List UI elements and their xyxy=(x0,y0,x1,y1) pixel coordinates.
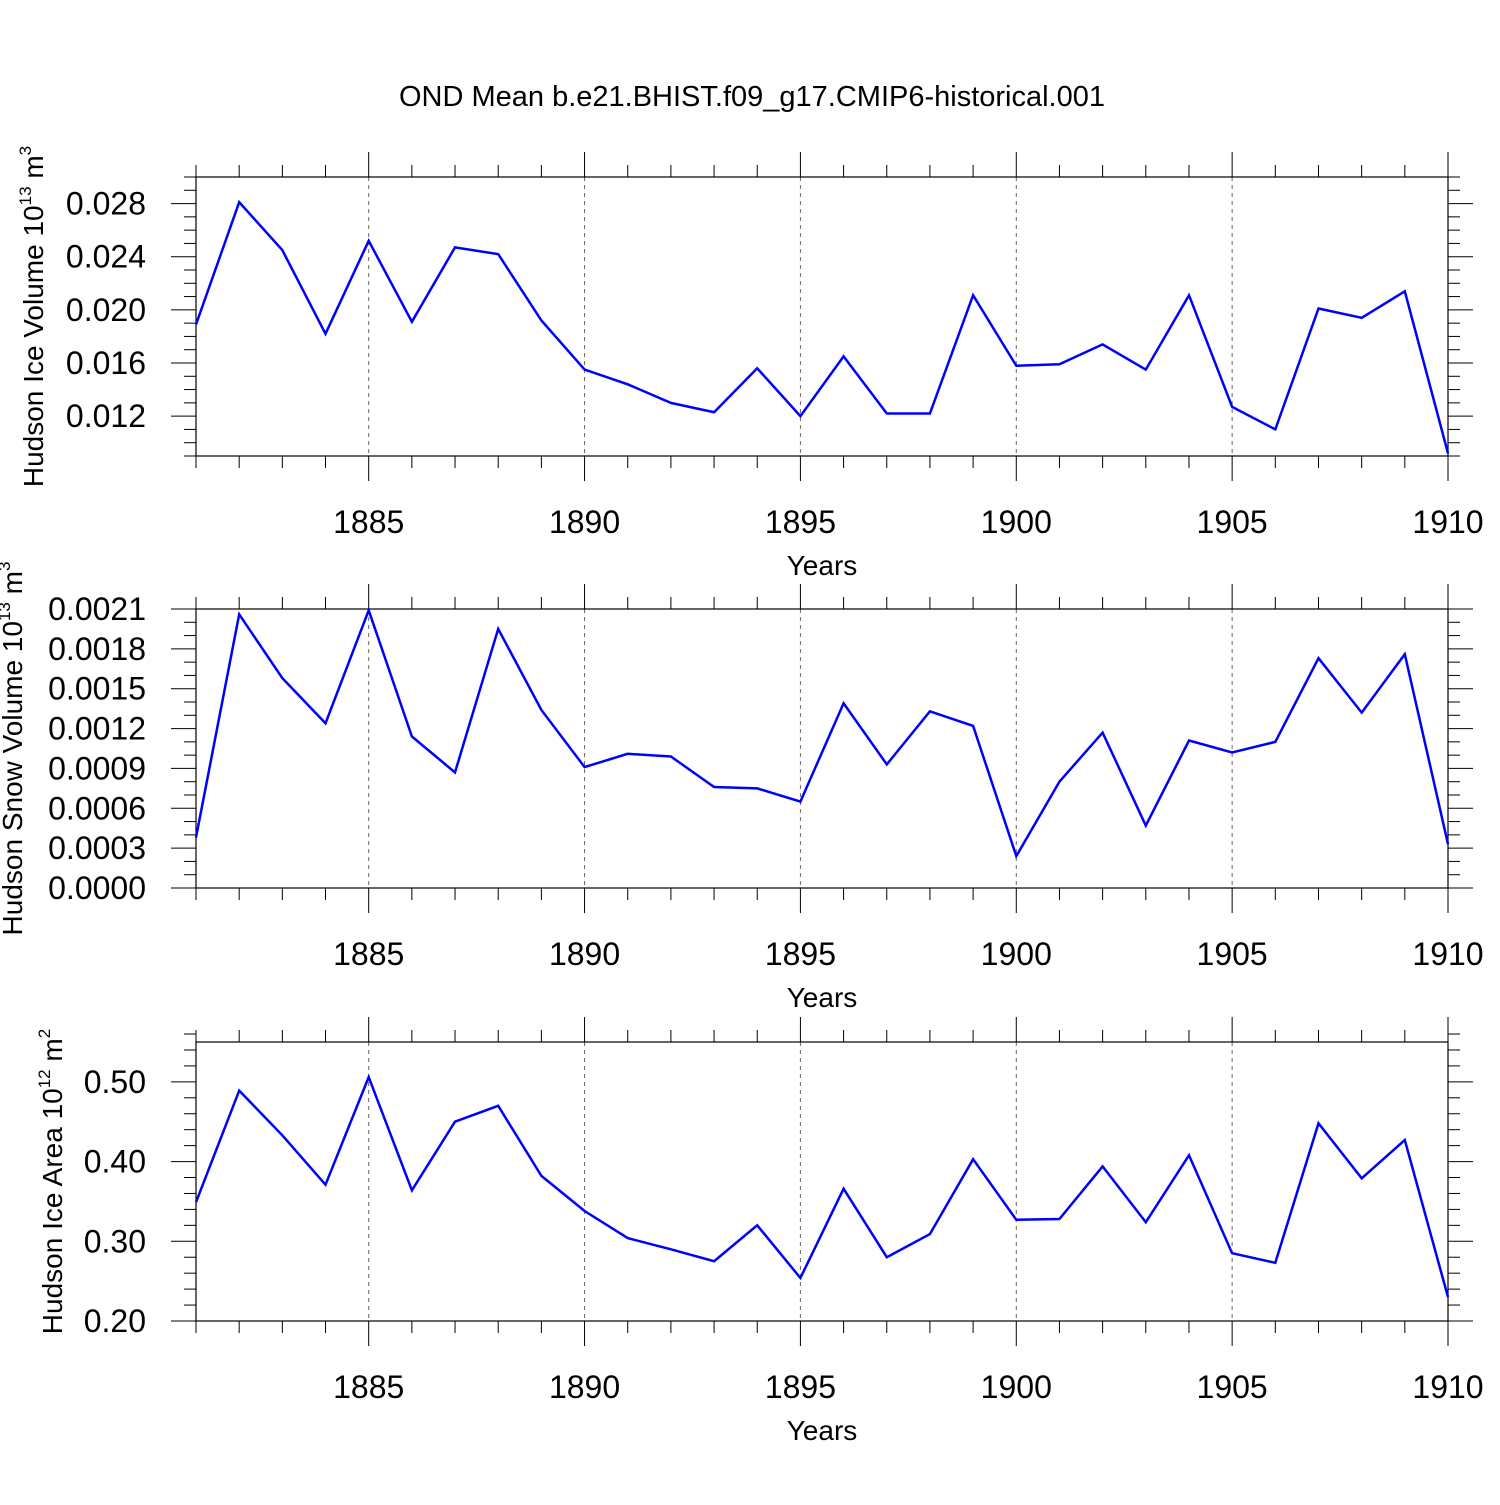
x-tick-label: 1890 xyxy=(549,504,620,540)
x-tick-label: 1900 xyxy=(981,1369,1052,1405)
chart-title: OND Mean b.e21.BHIST.f09_g17.CMIP6-histo… xyxy=(399,81,1105,113)
x-tick-label: 1910 xyxy=(1412,1369,1483,1405)
y-tick-label: 0.0006 xyxy=(48,790,146,826)
x-tick-label: 1890 xyxy=(549,936,620,972)
y-tick-label: 0.0015 xyxy=(48,671,146,707)
x-tick-label: 1900 xyxy=(981,504,1052,540)
data-series-line xyxy=(196,610,1448,856)
x-axis-label: Years xyxy=(787,550,858,581)
y-label-text: Hudson Snow Volume 10 xyxy=(0,621,28,935)
y-axis-label: Hudson Ice Volume 1013 m3 xyxy=(16,146,49,487)
x-tick-label: 1900 xyxy=(981,936,1052,972)
x-axis-label: Years xyxy=(787,982,858,1013)
y-label-text: Hudson Ice Area 10 xyxy=(37,1088,68,1334)
plot-frame xyxy=(196,177,1448,456)
y-tick-label: 0.0000 xyxy=(48,870,146,906)
y-tick-label: 0.0018 xyxy=(48,631,146,667)
x-axis-label: Years xyxy=(787,1415,858,1446)
x-tick-label: 1895 xyxy=(765,504,836,540)
y-label-unit-exp: 3 xyxy=(0,562,14,571)
x-tick-label: 1885 xyxy=(333,504,404,540)
y-label-unit-exp: 3 xyxy=(16,146,35,155)
x-tick-label: 1890 xyxy=(549,1369,620,1405)
x-tick-label: 1910 xyxy=(1412,936,1483,972)
y-tick-label: 0.028 xyxy=(66,186,146,222)
y-label-unit-exp: 2 xyxy=(35,1029,54,1038)
y-tick-label: 0.40 xyxy=(84,1144,146,1180)
y-tick-label: 0.020 xyxy=(66,292,146,328)
x-tick-label: 1905 xyxy=(1197,1369,1268,1405)
x-tick-label: 1910 xyxy=(1412,504,1483,540)
y-tick-label: 0.20 xyxy=(84,1303,146,1339)
y-tick-label: 0.30 xyxy=(84,1223,146,1259)
y-label-exp: 12 xyxy=(35,1069,54,1088)
y-label-exp: 13 xyxy=(0,602,14,621)
x-tick-label: 1905 xyxy=(1197,936,1268,972)
y-axis-label: Hudson Snow Volume 1013 m3 xyxy=(0,562,28,936)
panel-3: 1885 1890 1895 1900 1905 1910 Years 0.20 0.30 0.4… xyxy=(35,1017,1484,1446)
y-tick-label: 0.0021 xyxy=(48,591,146,627)
y-label-unit: m xyxy=(0,571,28,602)
plot-frame xyxy=(196,1042,1448,1321)
data-series-line xyxy=(196,1077,1448,1297)
y-label-unit: m xyxy=(18,155,49,186)
y-label-exp: 13 xyxy=(16,186,35,205)
y-label-unit: m xyxy=(37,1038,68,1069)
data-series-line xyxy=(196,202,1448,453)
y-axis-label: Hudson Ice Area 1012 m2 xyxy=(35,1029,68,1334)
y-tick-label: 0.50 xyxy=(84,1064,146,1100)
panel-2: 1885 1890 1895 1900 1905 1910 Years 0.0000 0.000… xyxy=(0,562,1484,1013)
y-label-text: Hudson Ice Volume 10 xyxy=(18,205,49,487)
y-tick-label: 0.012 xyxy=(66,398,146,434)
x-tick-label: 1885 xyxy=(333,1369,404,1405)
y-tick-label: 0.0009 xyxy=(48,750,146,786)
y-tick-label: 0.0012 xyxy=(48,711,146,747)
y-tick-label: 0.0003 xyxy=(48,830,146,866)
x-tick-label: 1905 xyxy=(1197,504,1268,540)
x-tick-label: 1895 xyxy=(765,1369,836,1405)
y-tick-label: 0.024 xyxy=(66,239,146,275)
y-tick-label: 0.016 xyxy=(66,345,146,381)
x-tick-label: 1885 xyxy=(333,936,404,972)
panel-1: 1885 1890 1895 1900 1905 1910 Years 0.012 0.016 0… xyxy=(16,146,1484,581)
x-tick-label: 1895 xyxy=(765,936,836,972)
